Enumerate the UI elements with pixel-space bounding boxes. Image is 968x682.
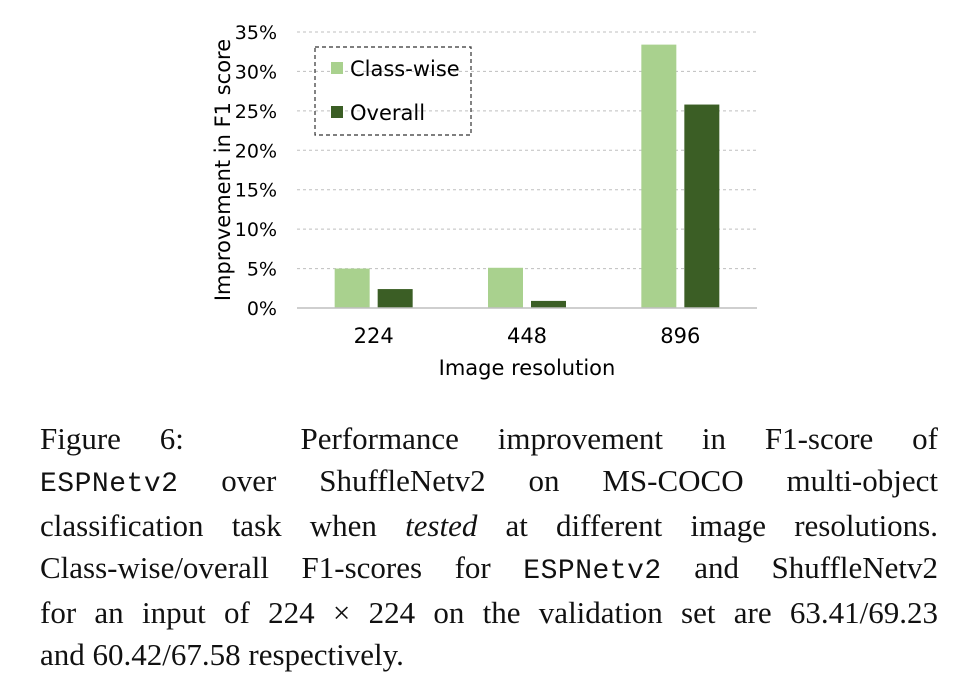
y-tick-labels: 0% 5% 10% 15% 20% 25% 30% 35% xyxy=(235,22,277,320)
bar-class-wise-448 xyxy=(488,267,523,308)
y-axis-label: Improvement in F1 score xyxy=(211,39,235,301)
x-axis-label: Image resolution xyxy=(439,356,616,380)
caption-line-6: and 60.42/67.58 respectively. xyxy=(40,636,404,672)
caption-line-4: Class-wise/overall F1-scores for ESPNetv… xyxy=(40,549,939,587)
figure-caption: Figure 6: Performance improvement in F1-… xyxy=(40,418,938,675)
legend-swatch-class-wise xyxy=(331,62,343,74)
caption-line-2: ESPNetv2 over ShuffleNetv2 on MS-COCO mu… xyxy=(40,462,938,500)
y-tick-label: 30% xyxy=(235,61,277,83)
y-tick-label: 35% xyxy=(235,22,277,44)
y-tick-label: 5% xyxy=(247,259,277,281)
x-tick-label: 896 xyxy=(660,324,700,348)
bars xyxy=(334,44,720,309)
bar-class-wise-224 xyxy=(334,268,370,308)
x-tick-labels: 224 448 896 xyxy=(354,324,701,348)
legend-box xyxy=(314,46,472,136)
bar-overall-224 xyxy=(377,289,413,308)
bar-overall-448 xyxy=(531,300,566,308)
bar-chart: 0% 5% 10% 15% 20% 25% 30% 35% 224 448 896 Image r… xyxy=(211,22,757,380)
bar-overall-896 xyxy=(684,104,720,308)
y-tick-label: 10% xyxy=(235,219,277,241)
y-tick-label: 25% xyxy=(235,101,277,123)
legend-swatch-overall xyxy=(331,106,343,118)
legend-label-overall: Overall xyxy=(350,101,425,125)
caption-line-3: classification task when tested at diffe… xyxy=(40,508,938,543)
bar-class-wise-896 xyxy=(641,44,677,309)
y-tick-label: 15% xyxy=(235,180,277,202)
caption-line-1: Figure 6: Performance improvement in F1-… xyxy=(40,421,938,456)
gridlines xyxy=(297,31,757,270)
x-tick-label: 224 xyxy=(354,324,394,348)
legend-label-class-wise: Class-wise xyxy=(350,57,460,81)
y-tick-label: 20% xyxy=(235,140,277,162)
y-tick-label: 0% xyxy=(247,298,277,320)
espnetv2-code: ESPNetv2 xyxy=(523,555,662,587)
caption-line-5: for an input of 224 × 224 on the validat… xyxy=(40,595,938,630)
tested-emphasis: tested xyxy=(405,508,478,543)
legend: Class-wise Overall xyxy=(314,46,472,136)
espnetv2-code: ESPNetv2 xyxy=(40,468,179,500)
caption-label: Figure 6: xyxy=(40,421,184,456)
x-tick-label: 448 xyxy=(507,324,547,348)
